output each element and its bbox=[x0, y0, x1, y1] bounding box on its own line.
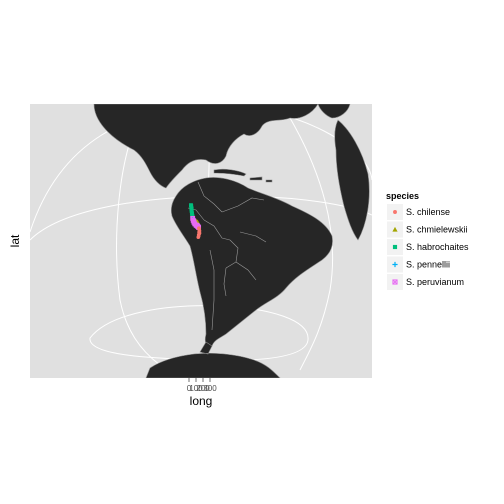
species-point bbox=[191, 218, 197, 224]
species-point bbox=[189, 206, 194, 211]
legend-key bbox=[392, 244, 398, 250]
south-america-landmass bbox=[170, 177, 333, 347]
graticule-south-circle bbox=[89, 305, 309, 361]
legend-label: S. chilense bbox=[406, 207, 450, 217]
x-tick-label: 100 bbox=[189, 384, 203, 393]
legend-key bbox=[392, 279, 398, 285]
north-america-landmass bbox=[93, 104, 319, 189]
x-tick-label: 200 bbox=[196, 384, 210, 393]
y-axis-title: lat bbox=[8, 234, 22, 247]
x-tick-label: 0 bbox=[187, 384, 192, 393]
graticule-meridian-right bbox=[289, 117, 334, 371]
border-line bbox=[235, 261, 257, 281]
legend-key bbox=[393, 210, 397, 214]
border-line bbox=[197, 181, 223, 213]
species-point bbox=[196, 235, 201, 240]
caribbean-islands bbox=[213, 168, 273, 183]
border-line bbox=[225, 239, 239, 269]
species-point bbox=[197, 231, 202, 235]
africa-edge-landmass bbox=[334, 119, 370, 241]
graticule-meridian-left bbox=[116, 115, 161, 366]
legend-label: S. chmielewskii bbox=[406, 225, 468, 235]
antarctica-landmass bbox=[145, 341, 281, 378]
border-line bbox=[239, 231, 267, 243]
legend-title: species bbox=[386, 191, 419, 201]
border-line bbox=[209, 249, 215, 331]
legend-entries: S. chilense S. chmielewskii S. habrochaite… bbox=[387, 204, 469, 290]
x-axis-title: long bbox=[190, 394, 213, 408]
species-point bbox=[189, 203, 193, 208]
legend: species S. chilense S. chmielewskii S. hab… bbox=[386, 191, 469, 290]
legend-key bbox=[392, 226, 398, 232]
border-line bbox=[203, 219, 231, 241]
species-points bbox=[189, 203, 202, 240]
border-line bbox=[223, 267, 227, 297]
legend-label: S. pennellii bbox=[406, 260, 450, 270]
greenland-landmass bbox=[317, 104, 351, 119]
x-tick-label: 300 bbox=[203, 384, 217, 393]
border-line bbox=[221, 197, 265, 213]
legend-label: S. peruvianum bbox=[406, 277, 464, 287]
land-masses bbox=[93, 104, 370, 378]
country-borders bbox=[187, 181, 267, 331]
legend-key bbox=[392, 261, 398, 268]
legend-label: S. habrochaites bbox=[406, 242, 469, 252]
